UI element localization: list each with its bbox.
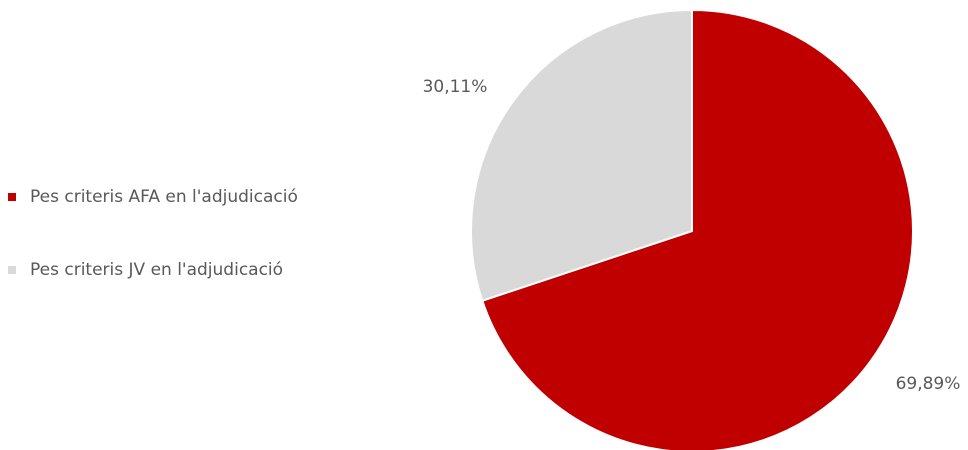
legend-label: Pes criteris JV en l'adjudicació [30, 260, 283, 280]
data-label: 30,11% [423, 77, 488, 97]
legend-label: Pes criteris AFA en l'adjudicació [30, 187, 298, 207]
legend-swatch [8, 266, 16, 274]
legend-swatch [8, 193, 16, 201]
pie-slice [470, 8, 693, 303]
data-label: 69,89% [896, 374, 961, 394]
pie-slice [481, 8, 914, 450]
